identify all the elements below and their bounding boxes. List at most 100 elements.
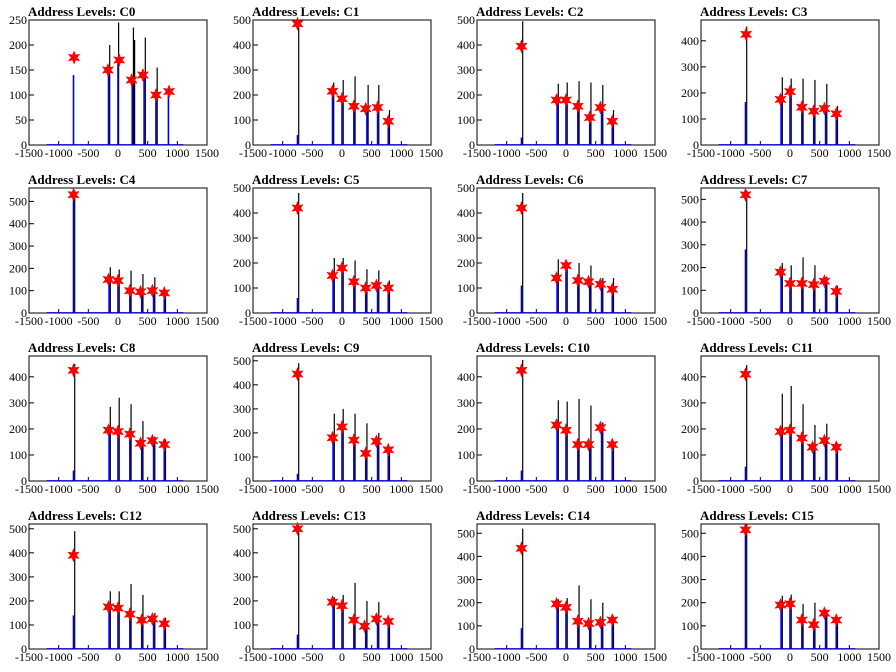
y-tick-label: 300 — [457, 231, 475, 245]
x-tick-label: -500 — [301, 650, 323, 664]
peak-marker-star — [102, 423, 115, 438]
y-tick-label: 200 — [233, 594, 251, 608]
peak-marker-star — [571, 437, 585, 452]
x-tick-label: 500 — [811, 314, 829, 328]
peak-marker-star — [158, 616, 171, 631]
y-tick-label: 100 — [681, 619, 699, 633]
x-tick-label: 0 — [339, 482, 345, 496]
peak-marker-star — [335, 260, 349, 276]
panel-title: Address Levels: C14 — [476, 508, 590, 523]
y-tick-label: 400 — [681, 370, 699, 384]
y-tick-label: 400 — [457, 370, 475, 384]
x-tick-label: 1500 — [419, 146, 443, 160]
x-tick-label: -1500 — [239, 146, 267, 160]
peak-marker-star — [291, 16, 304, 31]
peak-marker-star — [102, 599, 115, 615]
x-tick-label: 1000 — [837, 650, 861, 664]
x-tick-label: -1000 — [717, 146, 745, 160]
y-tick-label: 200 — [9, 38, 27, 52]
y-tick-label: 300 — [233, 63, 251, 77]
peak-marker-star — [112, 52, 126, 68]
x-tick-label: -500 — [525, 482, 547, 496]
y-tick-label: 0 — [469, 138, 475, 152]
y-tick-label: 300 — [681, 238, 699, 252]
x-tick-label: -1500 — [463, 482, 491, 496]
panel-title: Address Levels: C6 — [476, 172, 584, 187]
histogram-panel: 0 100 200 300 400 500 -1500 -1000 -500 0 500 1000 15… — [224, 504, 448, 672]
y-tick-label: 300 — [233, 570, 251, 584]
peak-marker-star — [582, 616, 595, 631]
y-tick-label: 400 — [233, 206, 251, 220]
peak-marker-star — [783, 423, 797, 438]
y-tick-label: 100 — [9, 448, 27, 462]
peak-marker-star — [67, 187, 80, 202]
peak-marker-star — [830, 106, 843, 121]
y-tick-label: 300 — [681, 396, 699, 410]
y-tick-label: 200 — [233, 426, 251, 440]
peak-marker-star — [291, 200, 304, 216]
peak-marker-star — [370, 278, 383, 293]
x-tick-label: 500 — [363, 650, 381, 664]
x-tick-label: 0 — [787, 146, 793, 160]
x-tick-label: 1000 — [837, 146, 861, 160]
histogram-plot: 0 100 200 300 400 -1500 -1000 -500 0 500 1000 1500 — [681, 19, 891, 160]
x-tick-label: 1000 — [613, 650, 637, 664]
x-tick-label: 500 — [587, 650, 605, 664]
peak-marker-star — [359, 280, 372, 296]
histogram-plot: 0 100 200 300 400 500 -1500 -1000 -500 0 500 1000 15… — [9, 187, 219, 328]
x-tick-label: 1500 — [195, 314, 219, 328]
peak-marker-star — [582, 274, 595, 289]
y-tick-label: 300 — [457, 396, 475, 410]
peak-marker-star — [326, 84, 339, 99]
peak-marker-star — [326, 594, 339, 610]
x-tick-label: -1500 — [239, 482, 267, 496]
peak-marker-star — [291, 366, 304, 382]
peak-marker-star — [795, 276, 809, 291]
peak-marker-star — [102, 272, 115, 287]
peak-marker-star — [123, 283, 137, 298]
peak-marker-star — [818, 101, 831, 116]
x-tick-label: -500 — [749, 650, 771, 664]
x-tick-label: -1500 — [687, 314, 715, 328]
y-tick-label: 200 — [681, 596, 699, 610]
peak-marker-star — [149, 87, 163, 103]
x-tick-label: -1500 — [687, 146, 715, 160]
x-tick-label: 1000 — [837, 314, 861, 328]
histogram-panel: 0 100 200 300 400 500 -1500 -1000 -500 0 500 1000 15… — [224, 0, 448, 168]
x-tick-label: -1000 — [269, 314, 297, 328]
x-tick-label: 0 — [339, 650, 345, 664]
peak-marker-star — [146, 611, 159, 627]
x-tick-label: 0 — [339, 146, 345, 160]
peak-marker-star — [559, 258, 573, 273]
y-tick-label: 200 — [457, 422, 475, 436]
peak-marker-star — [101, 62, 115, 78]
x-tick-label: -500 — [525, 650, 547, 664]
panel-title: Address Levels: C1 — [252, 4, 360, 19]
panel-title: Address Levels: C10 — [476, 340, 590, 355]
y-tick-label: 200 — [681, 422, 699, 436]
peak-marker-star — [606, 282, 619, 297]
histogram-panel: 0 100 200 300 400 -1500 -1000 -500 0 500 1000 1500 A… — [0, 336, 224, 504]
peak-marker-star — [158, 285, 171, 301]
x-tick-label: 0 — [115, 314, 121, 328]
panel-title: Address Levels: C2 — [476, 4, 584, 19]
x-tick-label: 1500 — [867, 314, 891, 328]
y-tick-label: 250 — [9, 13, 27, 27]
y-tick-label: 200 — [9, 594, 27, 608]
x-tick-label: 1000 — [165, 650, 189, 664]
peak-marker-star — [134, 284, 147, 299]
panel-title: Address Levels: C11 — [700, 340, 814, 355]
peak-marker-star — [559, 92, 573, 108]
x-tick-label: 1000 — [389, 650, 413, 664]
y-tick-label: 300 — [233, 231, 251, 245]
y-tick-label: 500 — [457, 181, 475, 195]
peak-marker-star — [359, 101, 372, 116]
histogram-panel: 0 100 200 300 400 500 -1500 -1000 -500 0 500 1000 15… — [0, 504, 224, 672]
peak-marker-star — [146, 433, 159, 448]
peak-marker-star — [123, 426, 137, 442]
peak-marker-star — [606, 114, 619, 129]
x-tick-label: 1500 — [195, 482, 219, 496]
x-tick-label: -1000 — [493, 650, 521, 664]
x-tick-label: 1000 — [165, 314, 189, 328]
peak-marker-star — [830, 439, 843, 455]
